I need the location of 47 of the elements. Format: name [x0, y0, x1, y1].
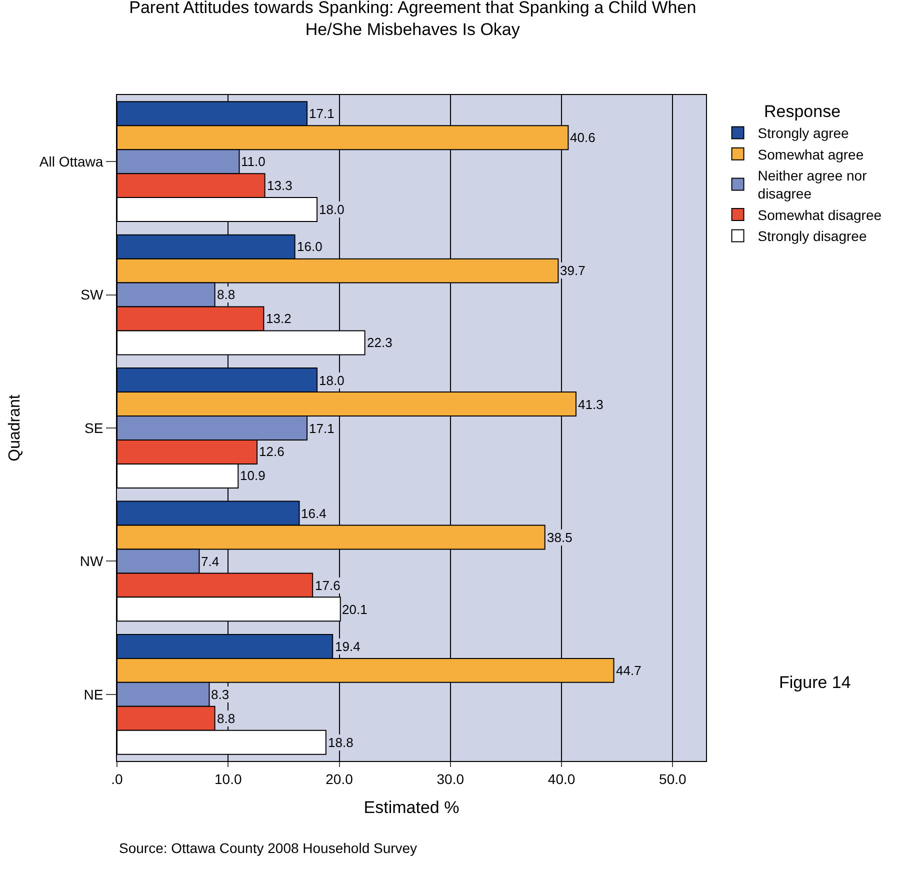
legend-label: Somewhat agree — [758, 146, 864, 162]
y-tick-label: NW — [80, 553, 104, 570]
x-tick-label: 40.0 — [548, 770, 576, 787]
data-label: 8.8 — [217, 711, 236, 726]
data-label: 17.6 — [315, 578, 340, 593]
data-label: 7.4 — [201, 554, 220, 569]
x-axis-title: Estimated % — [364, 798, 460, 818]
data-label: 8.3 — [211, 687, 230, 702]
data-label: 16.0 — [297, 239, 322, 254]
y-tick-label: SE — [84, 420, 104, 436]
data-label: 13.3 — [267, 178, 292, 193]
data-label: 41.3 — [578, 397, 604, 412]
y-tick-label: NE — [84, 686, 104, 702]
x-tick-label: 20.0 — [326, 770, 354, 787]
x-tick-label: 50.0 — [659, 770, 686, 787]
data-label: 19.4 — [335, 639, 360, 654]
source-note: Source: Ottawa County 2008 Household Survey — [119, 840, 418, 856]
data-label: 13.2 — [266, 311, 292, 326]
data-label: 18.0 — [319, 373, 344, 388]
data-label: 38.5 — [547, 530, 572, 545]
x-tick-label: .0 — [111, 770, 124, 787]
x-tick-label: 30.0 — [436, 770, 464, 787]
data-label: 17.1 — [309, 421, 334, 436]
x-tick-label: 10.0 — [214, 770, 242, 787]
legend-label: Neither agree nor disagree — [758, 168, 868, 202]
legend-label: Somewhat disagree — [758, 206, 882, 223]
data-label: 18.0 — [319, 202, 344, 217]
data-label: 39.7 — [560, 263, 586, 278]
data-label: 40.6 — [570, 130, 596, 145]
legend-label: Strongly disagree — [758, 228, 867, 244]
data-label: 8.8 — [217, 287, 236, 302]
data-label: 10.9 — [240, 468, 266, 483]
data-label: 44.7 — [616, 663, 642, 678]
data-label: 16.4 — [301, 506, 326, 521]
data-label: 12.6 — [259, 444, 284, 459]
chart-title: Parent Attitudes towards Spanking: Agreement that Spanking a Child When He/She Misbehaves Is Okay — [129, 0, 696, 40]
y-tick-label: All Ottawa — [39, 154, 104, 170]
legend-title: Response — [764, 102, 841, 122]
data-label: 22.3 — [367, 335, 392, 350]
y-tick-label: SW — [80, 286, 104, 303]
caption: Figure 14 — [779, 673, 851, 692]
data-label: 18.8 — [328, 735, 354, 750]
data-label: 17.1 — [309, 106, 334, 121]
data-label: 11.0 — [241, 154, 266, 169]
y-axis-title: Quadrant — [6, 394, 24, 462]
data-label: 20.1 — [342, 602, 368, 617]
legend-label: Strongly agree — [758, 125, 850, 142]
